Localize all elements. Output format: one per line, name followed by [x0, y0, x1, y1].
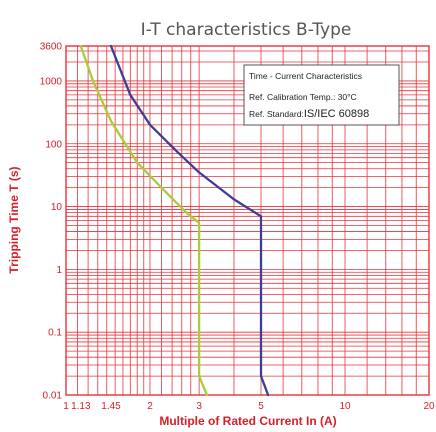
annotation-line-3-value: IS/IEC 60898 — [304, 108, 369, 120]
x-axis-ticks: 1 1.13 1.45 2 3 5 10 20 — [63, 401, 435, 412]
y-axis-ticks: 0.01 0.1 1 10 100 1000 3600 — [40, 42, 63, 402]
y-tick-label: 1 — [56, 265, 62, 276]
annotation-box: Time - Current Characteristics Ref. Cali… — [243, 64, 400, 126]
series-line-1 — [79, 44, 209, 397]
series-layer — [79, 44, 270, 397]
x-tick-label: 10 — [339, 401, 351, 412]
x-tick-label: 1.45 — [101, 401, 121, 412]
x-tick-label: 5 — [258, 401, 264, 412]
x-tick-label: 1 — [63, 401, 69, 412]
chart-title: I-T characteristics B-Type — [141, 20, 352, 40]
y-tick-label: 0.01 — [43, 391, 63, 402]
annotation-line-1: Time - Current Characteristics — [249, 71, 362, 81]
x-tick-label: 2 — [147, 401, 153, 412]
x-tick-label: 1.13 — [71, 401, 91, 412]
series-line-2 — [109, 44, 270, 397]
y-tick-label: 3600 — [40, 42, 63, 53]
annotation-line-3: Ref. Standard:IS/IEC 60898 — [249, 108, 369, 120]
y-tick-label: 100 — [45, 139, 62, 150]
y-tick-label: 0.1 — [48, 328, 62, 339]
x-tick-label: 20 — [423, 401, 435, 412]
annotation-box-frame — [243, 64, 400, 126]
x-tick-label: 3 — [196, 401, 202, 412]
y-tick-label: 1000 — [40, 76, 63, 87]
annotation-line-2: Ref. Calibration Temp.: 30°C — [249, 92, 357, 102]
x-axis-label: Multiple of Rated Current In (A) — [159, 414, 336, 428]
annotation-line-3-prefix: Ref. Standard: — [249, 109, 304, 119]
y-axis-label: Tripping Time T (s) — [7, 166, 21, 273]
y-tick-label: 10 — [51, 202, 63, 213]
